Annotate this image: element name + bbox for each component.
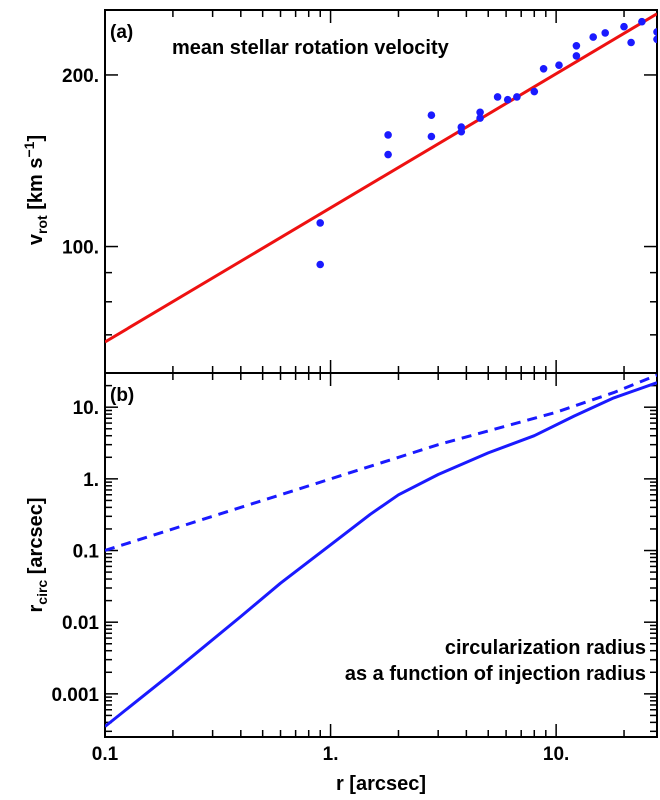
panel-a-data-point (601, 29, 609, 37)
panel-a-data-point (493, 93, 502, 101)
panel-b-y-tick-label: 0.01 (62, 613, 99, 634)
panel-a-data-point (620, 22, 628, 31)
panel-a-data-point (638, 17, 646, 26)
panel-a-y-tick-label: 100. (62, 238, 99, 259)
ticks-layer: 100. 200. 0.001 0.01 0.1 1. 10. 0.1 1. 10. (51, 10, 657, 765)
panel-a-data-point (316, 260, 325, 269)
panel-b-solid-curve (105, 381, 657, 728)
panel-b-y-tick-label: 10. (73, 398, 99, 419)
panel-a-data-point (539, 65, 548, 73)
panel-b-ylabel-unit: [arcsec] (25, 498, 47, 580)
panel-a-fit-line (105, 12, 657, 344)
panel-a-data-point (653, 28, 657, 36)
panel-a-data-point (384, 131, 392, 139)
panel-a-plot (105, 12, 657, 344)
panel-b-label: (b) (110, 385, 134, 406)
panel-a-data-point (555, 61, 563, 69)
panel-a-data-point (476, 108, 484, 117)
panel-a-ylabel-sub: rot (34, 215, 50, 234)
panel-b-frame (104, 372, 658, 738)
panel-b-y-tick-label: 0.001 (51, 685, 99, 706)
panel-b-ylabel-main: r (25, 605, 47, 613)
panel-a-data-point (572, 52, 581, 60)
panel-a-data-point (653, 35, 657, 44)
panel-a-ylabel-unit-post: ] (25, 135, 47, 142)
panel-b-y-tick-label: 1. (83, 470, 99, 491)
panel-a-ylabel-main: v (25, 233, 47, 245)
panel-b-ylabel-sub: circ (34, 580, 50, 605)
panel-a-data-point (589, 33, 597, 41)
panel-a-data-point (427, 111, 436, 119)
panel-a-y-tick-label: 200. (62, 66, 99, 87)
panel-a-data-point (513, 93, 521, 101)
panel-a-data-point (476, 114, 484, 122)
panel-a-ylabel-unit-pre: [km s (25, 158, 47, 216)
panel-a-data-point (384, 150, 392, 159)
panel-b-dashed-curve (105, 373, 657, 552)
panel-b-plot (105, 373, 657, 728)
x-tick-label: 0.1 (92, 744, 119, 765)
x-axis-label: r [arcsec] (336, 773, 426, 795)
panel-a-data-point (627, 38, 635, 47)
panel-a-data-point (316, 219, 325, 227)
panel-b-ylabel: rcirc [arcsec] (25, 498, 50, 613)
x-tick-label: 10. (543, 744, 569, 765)
x-tick-label: 1. (323, 744, 339, 765)
panel-a-ylabel: vrot [km s−1] (21, 135, 50, 245)
panel-a-label: (a) (110, 22, 133, 43)
panel-a-data-point (530, 87, 539, 96)
panel-b-y-tick-label: 0.1 (73, 542, 100, 563)
panel-a-annotation: mean stellar rotation velocity (172, 37, 450, 59)
panel-a-data-point (572, 42, 581, 50)
panel-b-annotation-line1: circularization radius (445, 637, 646, 659)
panel-b-annotation-line2: as a function of injection radius (345, 663, 646, 685)
panel-a-data-point (427, 132, 436, 141)
panel-a-ylabel-unit-sup: −1 (21, 141, 37, 157)
panel-a-data-point (457, 127, 466, 136)
panel-a-data-point (503, 95, 512, 104)
